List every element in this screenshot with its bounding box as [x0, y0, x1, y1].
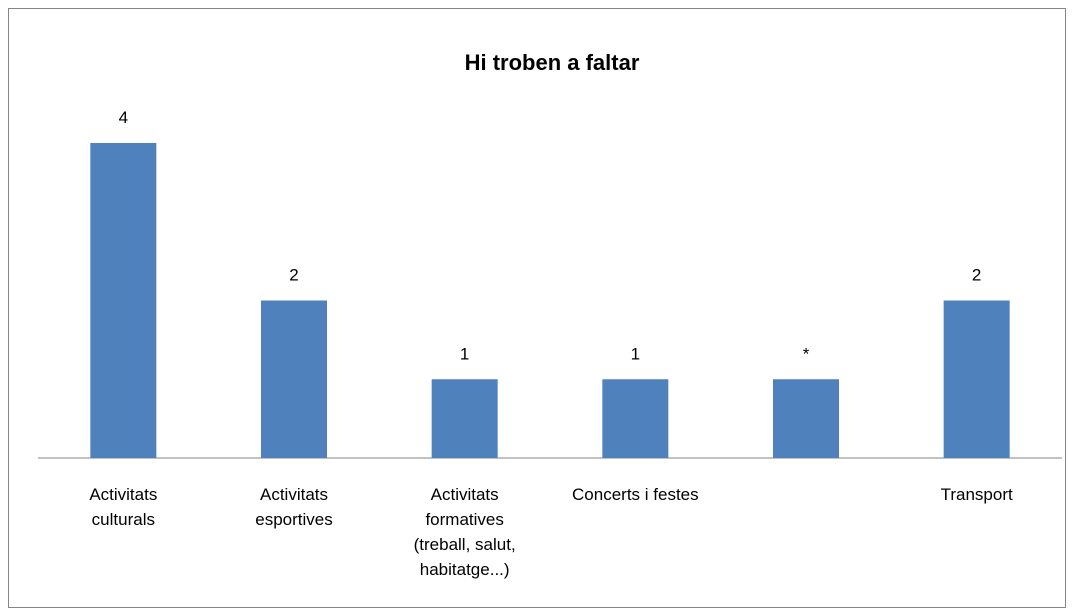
bar [90, 143, 157, 458]
data-label: 2 [289, 266, 298, 285]
x-tick-label: Activitats esportives [255, 485, 333, 529]
x-tick-label: Concerts i festes [572, 485, 699, 504]
chart-frame [8, 8, 1066, 608]
bar [261, 300, 327, 458]
bar [943, 300, 1010, 458]
x-tick-label: Transport [940, 485, 1013, 504]
bar [602, 379, 669, 458]
x-tick-label: Activitats culturals [89, 485, 158, 529]
data-label: 1 [631, 344, 640, 363]
bar [773, 379, 839, 458]
data-label: 1 [460, 344, 469, 363]
data-label: * [803, 344, 810, 363]
data-label: 2 [972, 266, 981, 285]
bar [431, 379, 498, 458]
x-tick-label: Activitats formatives (treball, salut, h… [413, 485, 516, 579]
chart-title: Hi troben a faltar [465, 50, 640, 75]
data-label: 4 [119, 108, 128, 127]
